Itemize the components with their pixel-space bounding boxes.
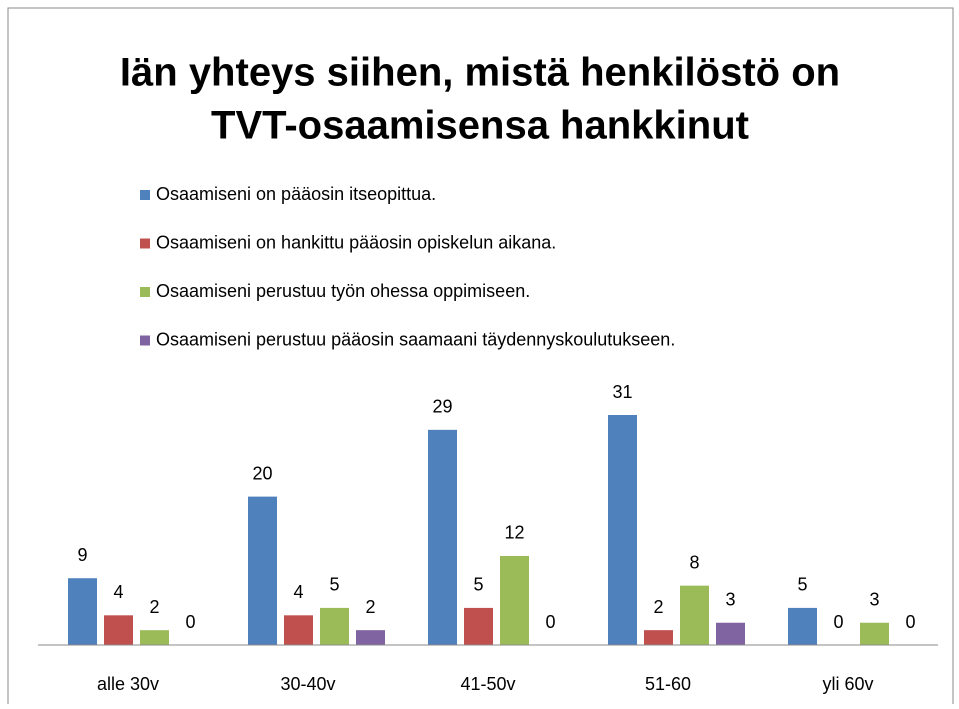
legend-label: Osaamiseni perustuu työn ohessa oppimise… — [156, 281, 530, 301]
data-label: 0 — [905, 612, 915, 632]
bar — [608, 415, 637, 645]
data-label: 5 — [473, 575, 483, 595]
data-label: 5 — [329, 575, 339, 595]
legend-swatch — [140, 190, 150, 200]
bar — [356, 630, 385, 645]
bar — [104, 615, 133, 645]
data-label: 2 — [149, 597, 159, 617]
bar — [716, 622, 745, 645]
data-label: 5 — [797, 575, 807, 595]
legend-swatch — [140, 238, 150, 249]
data-label: 3 — [725, 589, 735, 609]
legend-swatch — [140, 287, 150, 297]
data-label: 20 — [252, 463, 272, 483]
chart-title: Iän yhteys siihen, mistä henkilöstö on — [120, 51, 840, 95]
data-label: 29 — [432, 397, 452, 417]
x-tick-label: alle 30v — [97, 674, 159, 694]
legend-label: Osaamiseni on hankittu pääosin opiskelun… — [156, 232, 556, 252]
x-tick-label: 41-50v — [460, 674, 515, 694]
bar — [788, 607, 817, 645]
data-label: 4 — [113, 582, 123, 602]
bar — [68, 578, 97, 645]
data-label: 0 — [833, 612, 843, 632]
data-label: 2 — [653, 597, 663, 617]
data-label: 0 — [185, 612, 195, 632]
data-label: 0 — [545, 612, 555, 632]
chart-title: TVT-osaamisensa hankkinut — [211, 104, 749, 148]
x-tick-label: yli 60v — [822, 674, 873, 694]
bar — [680, 585, 709, 645]
data-label: 12 — [504, 523, 524, 543]
bar — [428, 429, 457, 645]
bar — [464, 607, 493, 645]
legend-swatch — [140, 335, 150, 346]
bar — [644, 630, 673, 645]
data-label: 8 — [689, 552, 699, 572]
legend-label: Osaamiseni perustuu pääosin saamaani täy… — [156, 329, 675, 349]
data-label: 31 — [612, 382, 632, 402]
bar — [860, 622, 889, 645]
x-tick-label: 51-60 — [645, 674, 691, 694]
bar — [140, 630, 169, 645]
bar — [248, 496, 277, 645]
legend-label: Osaamiseni on pääosin itseopittua. — [156, 184, 436, 204]
data-label: 3 — [869, 589, 879, 609]
data-label: 2 — [365, 597, 375, 617]
bar — [500, 555, 529, 645]
bar — [320, 607, 349, 645]
data-label: 9 — [77, 545, 87, 565]
data-label: 4 — [293, 582, 303, 602]
bar — [284, 615, 313, 645]
x-tick-label: 30-40v — [280, 674, 335, 694]
